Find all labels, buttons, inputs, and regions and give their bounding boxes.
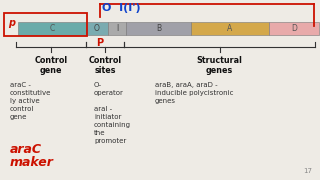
Text: P: P — [96, 38, 104, 48]
Text: araC -
constitutive
ly active
control
gene: araC - constitutive ly active control ge… — [10, 82, 52, 120]
Text: Control
gene: Control gene — [35, 56, 68, 75]
Text: B: B — [156, 24, 161, 33]
Bar — [108, 22, 126, 35]
Text: araC: araC — [10, 143, 42, 156]
Text: O  I(I'): O I(I') — [102, 3, 140, 13]
Text: O: O — [94, 24, 100, 33]
Bar — [86, 22, 108, 35]
Text: Structural
genes: Structural genes — [196, 56, 242, 75]
Text: A: A — [228, 24, 233, 33]
Bar — [191, 22, 269, 35]
Text: araB, araA, araD -
inducible polycistronic
genes: araB, araA, araD - inducible polycistron… — [155, 82, 234, 104]
Text: maker: maker — [10, 156, 54, 169]
Bar — [18, 22, 86, 35]
Text: Control
sites: Control sites — [88, 56, 122, 75]
Text: 17: 17 — [303, 168, 312, 174]
Text: O-
operator

araI -
initiator
containing
the
promoter: O- operator araI - initiator containing … — [94, 82, 131, 144]
Text: D: D — [291, 24, 297, 33]
Text: I: I — [116, 24, 118, 33]
Text: p: p — [8, 18, 15, 28]
Text: C: C — [49, 24, 55, 33]
Bar — [126, 22, 191, 35]
Bar — [269, 22, 319, 35]
Bar — [4, 13, 87, 36]
